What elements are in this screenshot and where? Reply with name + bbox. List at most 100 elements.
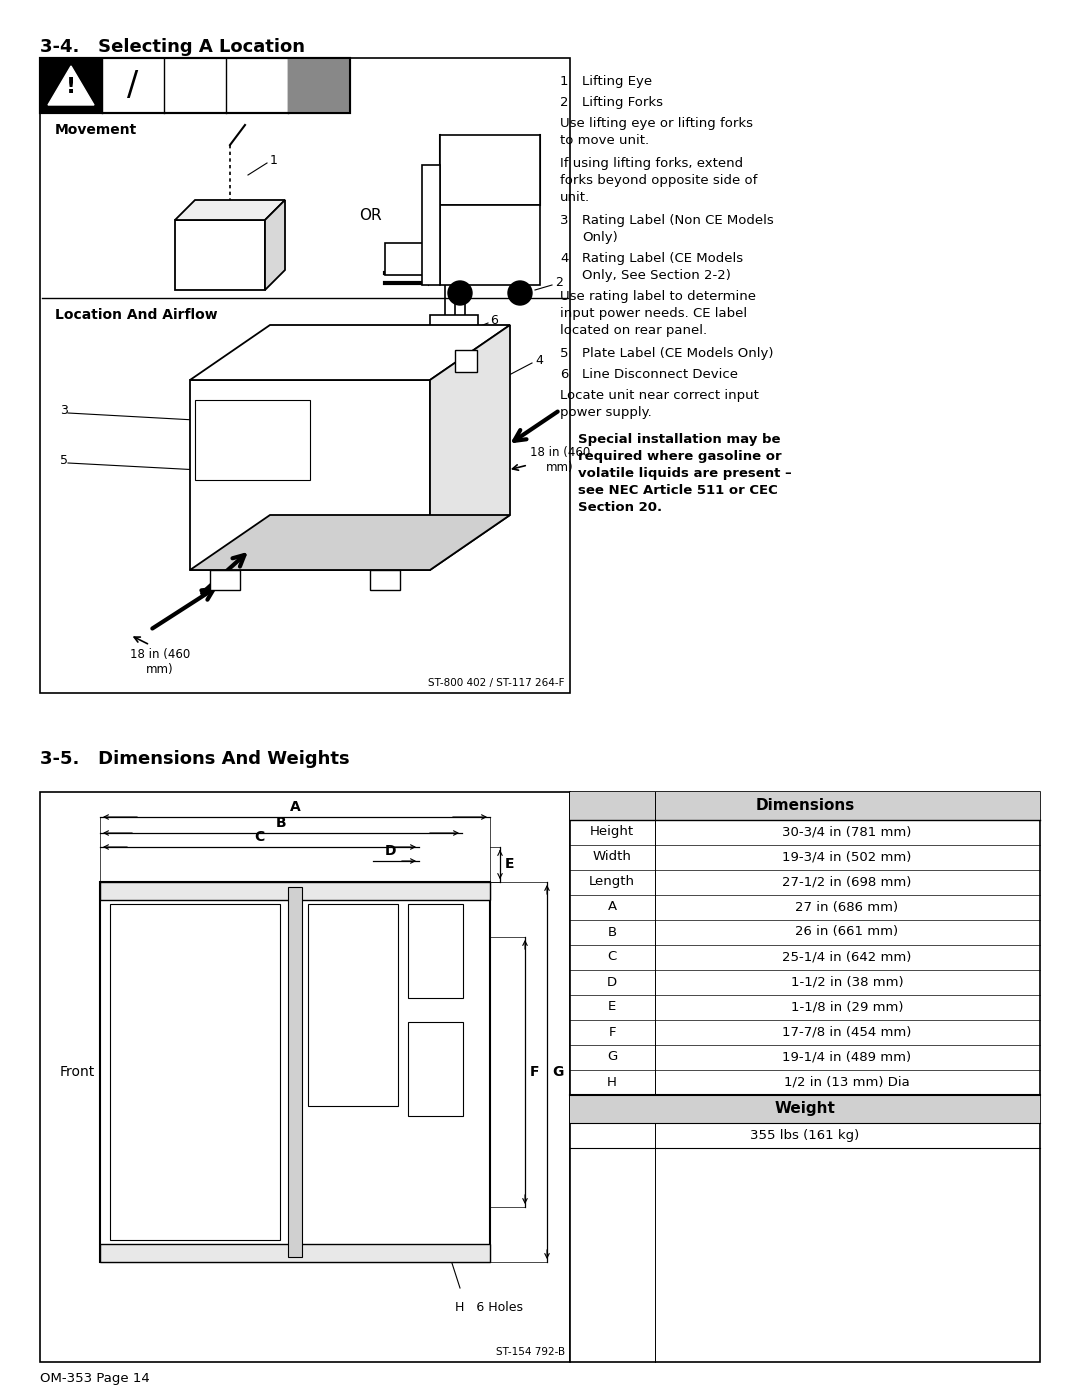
Text: 1-1/2 in (38 mm): 1-1/2 in (38 mm) xyxy=(791,975,903,989)
Text: 18 in (460
mm): 18 in (460 mm) xyxy=(130,648,190,676)
Bar xyxy=(455,351,477,372)
Text: Weight: Weight xyxy=(774,1101,836,1116)
Text: PHASE            HERTZ: PHASE HERTZ xyxy=(203,457,275,462)
Text: Lifting Eye: Lifting Eye xyxy=(582,75,652,88)
Text: 3: 3 xyxy=(561,214,568,226)
Bar xyxy=(40,59,102,113)
Text: G: G xyxy=(552,1065,564,1078)
Text: input power needs. CE label: input power needs. CE label xyxy=(561,307,747,320)
Bar xyxy=(570,792,1040,1362)
Text: ⊙  STOCK NO.: ⊙ STOCK NO. xyxy=(203,416,252,423)
Text: !: ! xyxy=(66,77,76,96)
Text: Locate unit near correct input: Locate unit near correct input xyxy=(561,388,759,402)
Text: Only): Only) xyxy=(582,231,618,244)
Polygon shape xyxy=(190,515,510,570)
Bar xyxy=(570,1095,1040,1123)
Text: Front: Front xyxy=(60,1065,95,1078)
Text: 19-1/4 in (489 mm): 19-1/4 in (489 mm) xyxy=(782,1051,912,1063)
Text: 27 in (686 mm): 27 in (686 mm) xyxy=(796,901,899,914)
Text: 3-5.   Dimensions And Weights: 3-5. Dimensions And Weights xyxy=(40,750,350,768)
Text: 4: 4 xyxy=(535,353,543,366)
Text: F: F xyxy=(608,1025,616,1038)
Text: VOLTS: VOLTS xyxy=(203,430,225,436)
Text: E: E xyxy=(505,856,514,870)
Bar xyxy=(308,904,399,1105)
Bar xyxy=(440,205,540,285)
Text: volatile liquids are present –: volatile liquids are present – xyxy=(578,467,792,481)
Text: Rating Label (Non CE Models: Rating Label (Non CE Models xyxy=(582,214,773,226)
Bar xyxy=(40,59,350,113)
Text: 26 in (661 mm): 26 in (661 mm) xyxy=(796,925,899,939)
Polygon shape xyxy=(190,326,510,380)
Text: A: A xyxy=(607,901,617,914)
Bar xyxy=(100,882,490,1261)
Text: H   6 Holes: H 6 Holes xyxy=(455,1301,523,1315)
Text: D: D xyxy=(607,975,617,989)
Bar xyxy=(40,792,570,1362)
Text: C: C xyxy=(607,950,617,964)
Text: AMPERES: AMPERES xyxy=(203,439,235,446)
Text: 25-1/4 in (642 mm): 25-1/4 in (642 mm) xyxy=(782,950,912,964)
Text: Line Disconnect Device: Line Disconnect Device xyxy=(582,367,738,381)
Text: 2: 2 xyxy=(561,96,568,109)
Text: ST-154 792-B: ST-154 792-B xyxy=(496,1347,565,1356)
Text: located on rear panel.: located on rear panel. xyxy=(561,324,707,337)
Bar xyxy=(100,1243,490,1261)
Text: Width: Width xyxy=(593,851,632,863)
Bar xyxy=(40,59,570,693)
Text: 17-7/8 in (454 mm): 17-7/8 in (454 mm) xyxy=(782,1025,912,1038)
Text: OM-353 Page 14: OM-353 Page 14 xyxy=(40,1372,150,1384)
Bar xyxy=(40,59,350,113)
Text: Rating Label (CE Models: Rating Label (CE Models xyxy=(582,251,743,265)
Bar xyxy=(175,219,265,291)
Text: 1: 1 xyxy=(270,154,278,166)
Text: to move unit.: to move unit. xyxy=(561,134,649,147)
Text: Special installation may be: Special installation may be xyxy=(578,433,781,446)
Text: 6: 6 xyxy=(490,313,498,327)
Bar xyxy=(370,570,400,590)
Text: 18 in (460
mm): 18 in (460 mm) xyxy=(530,446,591,474)
Bar xyxy=(288,887,302,1257)
Text: F: F xyxy=(530,1065,540,1078)
Bar xyxy=(384,243,423,275)
Text: 1: 1 xyxy=(561,75,568,88)
Bar xyxy=(288,59,350,113)
Text: forks beyond opposite side of: forks beyond opposite side of xyxy=(561,175,757,187)
Circle shape xyxy=(448,281,472,305)
Text: H: H xyxy=(607,1076,617,1088)
Text: B: B xyxy=(275,816,286,830)
Bar xyxy=(210,570,240,590)
Text: Height: Height xyxy=(590,826,634,838)
Text: Use rating label to determine: Use rating label to determine xyxy=(561,291,756,303)
Polygon shape xyxy=(175,200,285,219)
Polygon shape xyxy=(48,66,94,105)
Text: Use lifting eye or lifting forks: Use lifting eye or lifting forks xyxy=(561,117,753,130)
Bar xyxy=(440,136,540,205)
Text: KW: KW xyxy=(203,448,214,454)
Text: 1-1/8 in (29 mm): 1-1/8 in (29 mm) xyxy=(791,1000,903,1013)
Text: INPUT   SERIAL NO.: INPUT SERIAL NO. xyxy=(203,407,270,412)
Polygon shape xyxy=(430,326,510,570)
Text: Movement: Movement xyxy=(55,123,137,137)
Text: 1/2 in (13 mm) Dia: 1/2 in (13 mm) Dia xyxy=(784,1076,909,1088)
Text: /: / xyxy=(127,70,138,102)
Text: 355 lbs (161 kg): 355 lbs (161 kg) xyxy=(751,1129,860,1141)
Text: 3: 3 xyxy=(60,404,68,416)
Bar xyxy=(408,904,463,997)
Text: power supply.: power supply. xyxy=(561,407,651,419)
Text: Only, See Section 2-2): Only, See Section 2-2) xyxy=(582,270,731,282)
Text: OR: OR xyxy=(359,208,381,222)
Text: B: B xyxy=(607,925,617,939)
Bar xyxy=(430,314,478,377)
Text: 3-4.   Selecting A Location: 3-4. Selecting A Location xyxy=(40,38,305,56)
Text: Plate Label (CE Models Only): Plate Label (CE Models Only) xyxy=(582,346,773,360)
Text: Lifting Forks: Lifting Forks xyxy=(582,96,663,109)
Text: C: C xyxy=(254,830,265,844)
Text: unit.: unit. xyxy=(561,191,590,204)
Bar xyxy=(100,882,490,900)
Bar xyxy=(110,904,280,1241)
Text: 5: 5 xyxy=(561,346,568,360)
Text: E: E xyxy=(608,1000,616,1013)
Bar xyxy=(570,792,1040,820)
Text: 19-3/4 in (502 mm): 19-3/4 in (502 mm) xyxy=(782,851,912,863)
